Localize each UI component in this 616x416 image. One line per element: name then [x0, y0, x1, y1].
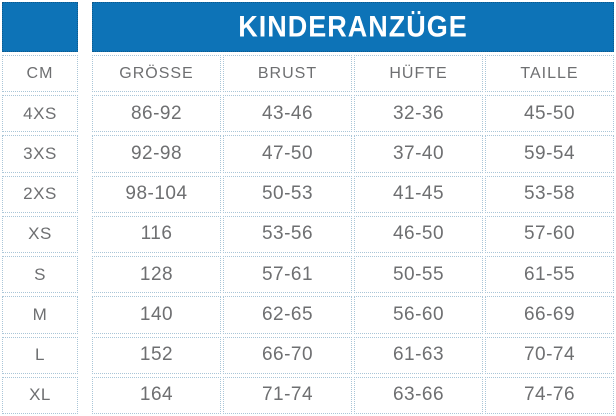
table-cell: 92-98 — [92, 135, 221, 173]
table-cell: 59-54 — [485, 135, 614, 173]
size-label: 4XS — [2, 95, 78, 133]
table-cell: 98-104 — [92, 175, 221, 213]
table-cell: 56-60 — [354, 296, 483, 334]
size-label: XL — [2, 376, 78, 414]
column-header-taille: TAILLE — [485, 55, 614, 93]
table-cell: 63-66 — [354, 376, 483, 414]
table-cell: 66-69 — [485, 296, 614, 334]
table-cell: 43-46 — [223, 95, 352, 133]
size-label: L — [2, 336, 78, 374]
table-cell: 66-70 — [223, 336, 352, 374]
table-cell: 140 — [92, 296, 221, 334]
table-title: KINDERANZÜGE — [238, 10, 468, 43]
column-header-huefte: HÜFTE — [354, 55, 483, 93]
table-cell: 74-76 — [485, 376, 614, 414]
table-cell: 62-65 — [223, 296, 352, 334]
table-cell: 53-56 — [223, 215, 352, 254]
table-cell: 47-50 — [223, 135, 352, 173]
corner-header-cm: CM — [2, 55, 78, 93]
table-cell: 57-60 — [485, 215, 614, 254]
table-cell: 71-74 — [223, 376, 352, 414]
size-label: 2XS — [2, 175, 78, 213]
table-cell: 50-53 — [223, 175, 352, 213]
table-cell: 86-92 — [92, 95, 221, 133]
table-cell: 37-40 — [354, 135, 483, 173]
table-title-bar: KINDERANZÜGE — [92, 2, 614, 52]
table-cell: 45-50 — [485, 95, 614, 133]
table-cell: 57-61 — [223, 256, 352, 294]
corner-header-block — [2, 2, 78, 52]
table-cell: 128 — [92, 256, 221, 294]
table-cell: 152 — [92, 336, 221, 374]
size-label: XS — [2, 215, 78, 254]
table-cell: 46-50 — [354, 215, 483, 254]
table-cell: 32-36 — [354, 95, 483, 133]
table-cell: 61-55 — [485, 256, 614, 294]
table-cell: 50-55 — [354, 256, 483, 294]
table-cell: 116 — [92, 215, 221, 254]
table-cell: 164 — [92, 376, 221, 414]
table-cell: 70-74 — [485, 336, 614, 374]
size-label: M — [2, 296, 78, 334]
table-cell: 53-58 — [485, 175, 614, 213]
table-cell: 41-45 — [354, 175, 483, 213]
column-header-brust: BRUST — [223, 55, 352, 93]
table-cell: 61-63 — [354, 336, 483, 374]
size-label: S — [2, 256, 78, 294]
size-label: 3XS — [2, 135, 78, 173]
column-header-groesse: GRÖSSE — [92, 55, 221, 93]
